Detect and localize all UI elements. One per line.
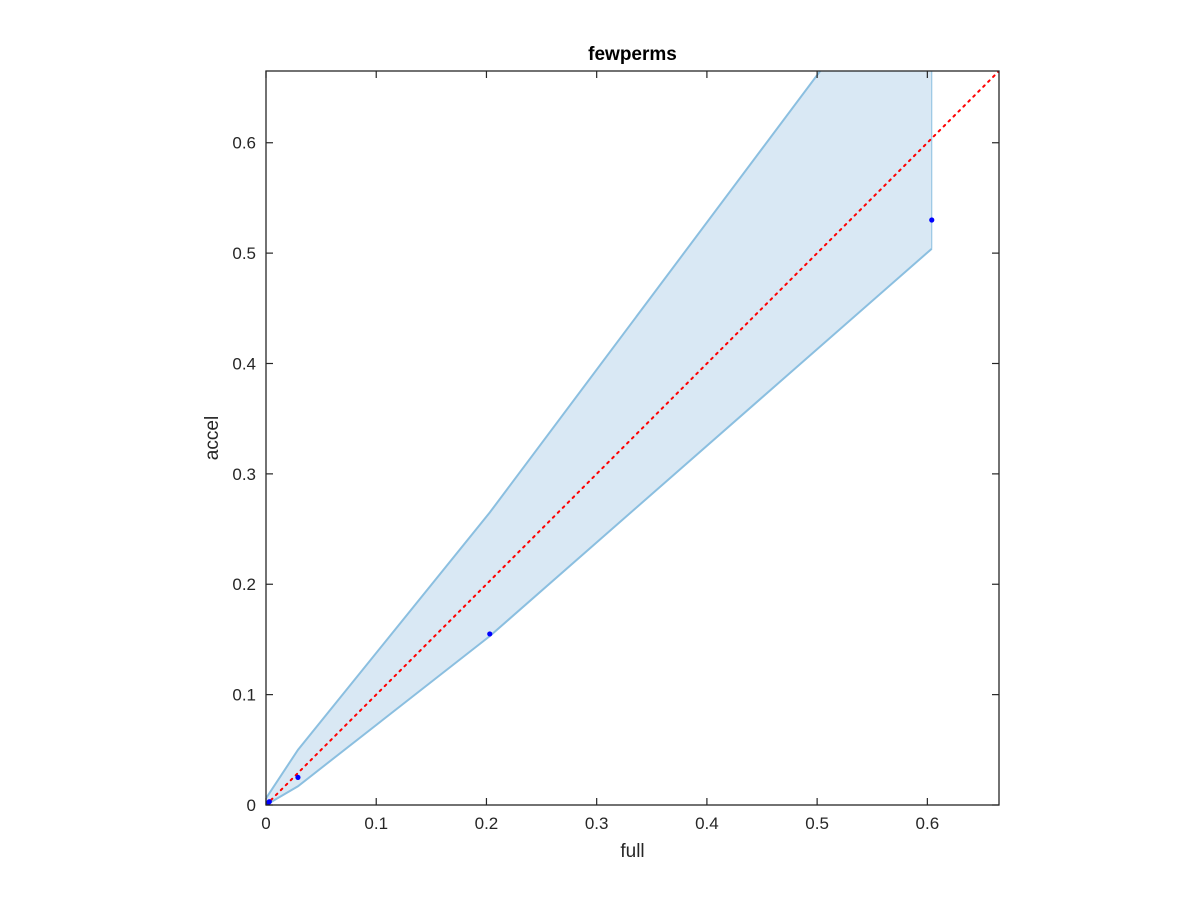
data-point xyxy=(266,799,272,805)
band-upper-edge xyxy=(266,71,822,799)
x-tick-label: 0.2 xyxy=(475,814,499,833)
y-tick-label: 0.6 xyxy=(232,134,256,153)
y-tick-label: 0 xyxy=(247,796,256,815)
y-tick-label: 0.1 xyxy=(232,686,256,705)
reference-line xyxy=(266,71,999,805)
plot-area xyxy=(266,71,999,805)
x-tick-label: 0.5 xyxy=(805,814,829,833)
x-axis-label: full xyxy=(620,841,644,862)
axes: 0 0.1 0.2 0.3 0.4 0.5 0.6 0 0.1 0.2 0.3 0.4 0.5 0.6 xyxy=(232,70,1000,833)
x-tick-label: 0.1 xyxy=(364,814,388,833)
x-tick-label: 0.4 xyxy=(695,814,719,833)
y-tick-label: 0.2 xyxy=(232,575,256,594)
y-axis-label: accel xyxy=(202,416,223,460)
y-tick-label: 0.4 xyxy=(232,354,256,373)
axes-box xyxy=(265,70,1000,806)
x-tick-label: 0.3 xyxy=(585,814,609,833)
chart-title: fewperms xyxy=(588,44,677,65)
data-point xyxy=(487,631,493,637)
band-lower-edge xyxy=(266,247,933,805)
y-tick-label: 0.5 xyxy=(232,244,256,263)
plot-content xyxy=(266,71,999,805)
data-point xyxy=(295,774,301,781)
data-point xyxy=(929,217,935,223)
x-tick-label: 0 xyxy=(261,814,270,833)
confidence-band xyxy=(266,71,932,805)
x-tick-label: 0.6 xyxy=(916,814,940,833)
y-tick-label: 0.3 xyxy=(232,465,256,484)
